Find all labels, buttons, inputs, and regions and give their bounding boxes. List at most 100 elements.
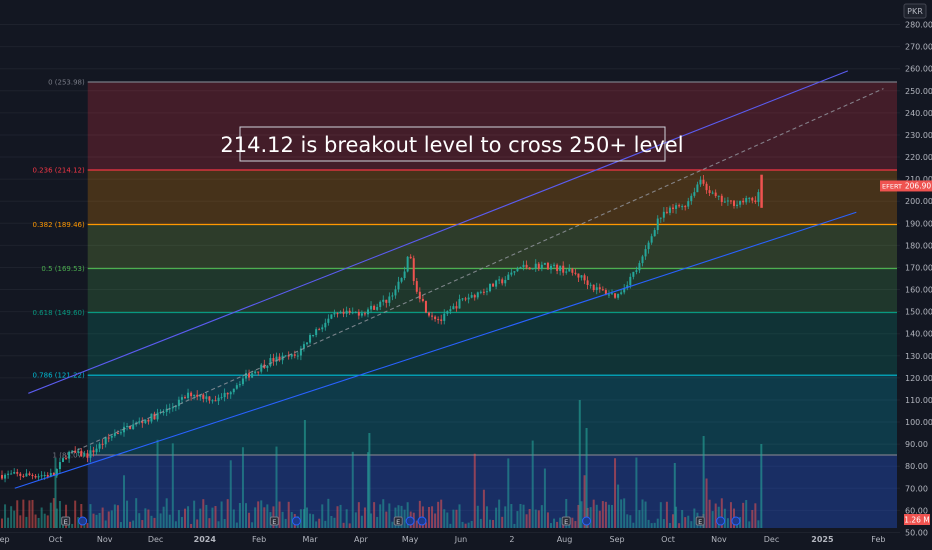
channel-line-middle[interactable] bbox=[70, 88, 884, 454]
candle-body bbox=[119, 432, 122, 434]
candle-body bbox=[412, 258, 415, 282]
candle-body bbox=[720, 195, 723, 202]
volume-bar bbox=[263, 507, 266, 528]
volume-bar bbox=[266, 504, 269, 528]
channel-line-lower[interactable] bbox=[14, 211, 857, 489]
candle-body bbox=[553, 264, 556, 266]
volume-bar bbox=[745, 500, 748, 528]
volume-bar bbox=[550, 523, 552, 528]
volume-bar bbox=[525, 514, 528, 528]
volume-bar bbox=[443, 509, 446, 528]
candle-body bbox=[19, 473, 22, 476]
candle-body bbox=[562, 265, 565, 273]
volume-bar bbox=[656, 518, 659, 528]
volume-bar bbox=[662, 519, 665, 528]
dividend-marker[interactable] bbox=[731, 516, 741, 526]
candle-body bbox=[403, 271, 406, 279]
candle-body bbox=[110, 435, 113, 438]
candle-body bbox=[254, 371, 257, 374]
candle-body bbox=[470, 295, 473, 298]
price-tick-label: 220.00 bbox=[905, 153, 932, 162]
volume-bar bbox=[537, 510, 540, 528]
candle-body bbox=[339, 311, 342, 314]
volume-bar bbox=[592, 499, 595, 528]
volume-bar bbox=[86, 523, 89, 528]
volume-bar bbox=[376, 516, 379, 528]
candle-body bbox=[229, 392, 232, 395]
volume-bar bbox=[22, 499, 25, 528]
volume-bar bbox=[49, 502, 52, 528]
candle-body bbox=[321, 327, 324, 330]
candle-body bbox=[394, 289, 397, 296]
regression-channel[interactable] bbox=[14, 70, 884, 489]
candle-body bbox=[31, 474, 34, 476]
candle-body bbox=[519, 267, 522, 269]
earnings-marker[interactable] bbox=[561, 516, 571, 526]
dividend-marker[interactable] bbox=[78, 516, 88, 526]
fib-retracement[interactable]: 0 (253.98) 0.236 (214.12) 0.382 (189.46) 0.… bbox=[32, 79, 897, 529]
volume-bar bbox=[229, 460, 232, 528]
volume-bar bbox=[720, 498, 723, 528]
volume-bar bbox=[595, 504, 598, 528]
earnings-marker-glyph: E bbox=[64, 518, 68, 526]
volume-bar bbox=[156, 439, 159, 528]
channel-line-upper[interactable] bbox=[28, 70, 849, 394]
candle-body bbox=[22, 475, 25, 477]
price-tick-label: 280.00 bbox=[905, 21, 932, 30]
candle-body bbox=[336, 313, 339, 315]
time-tick-label: Feb bbox=[252, 535, 266, 544]
currency-badge[interactable]: PKR bbox=[903, 3, 927, 19]
volume-bar bbox=[742, 502, 745, 528]
price-axis[interactable]: 50.00 60.00 70.00 80.00 90.00 100.00 110.00 120… bbox=[905, 21, 932, 538]
volume-bar bbox=[104, 520, 107, 528]
candle-body bbox=[568, 268, 571, 272]
candle-body bbox=[348, 310, 351, 313]
dividend-marker[interactable] bbox=[716, 516, 726, 526]
candle-body bbox=[620, 292, 623, 294]
volume-bar bbox=[223, 519, 226, 528]
candle-body bbox=[284, 355, 287, 357]
candle-body bbox=[635, 270, 638, 272]
time-axis[interactable]: ep Oct Nov Dec 2024 Feb Mar Apr May Jun 2 Aug Sep Oct… bbox=[0, 535, 885, 544]
volume-bar bbox=[241, 447, 244, 528]
earnings-marker[interactable] bbox=[269, 516, 279, 526]
candle-body bbox=[309, 335, 312, 343]
currency-badge-frame bbox=[903, 3, 927, 19]
price-tick-label: 110.00 bbox=[905, 396, 932, 405]
volume-bar bbox=[665, 501, 668, 528]
dividend-marker[interactable] bbox=[417, 516, 427, 526]
volume-bar bbox=[174, 521, 177, 528]
volume-bar bbox=[46, 515, 49, 528]
dividend-marker[interactable] bbox=[291, 516, 301, 526]
price-tick-label: 170.00 bbox=[905, 263, 932, 272]
price-tick-label: 240.00 bbox=[905, 109, 932, 118]
volume-bar bbox=[729, 502, 732, 528]
volume-bar bbox=[620, 499, 623, 528]
candle-body bbox=[382, 299, 385, 302]
volume-bar bbox=[534, 509, 537, 528]
candle-body bbox=[28, 473, 31, 475]
fib-level-label: 0.786 (121.22) bbox=[32, 372, 84, 380]
volume-tag-bg bbox=[904, 514, 930, 525]
volume-bar bbox=[80, 503, 83, 528]
time-tick-label: Dec bbox=[148, 535, 163, 544]
dividend-marker[interactable] bbox=[405, 516, 415, 526]
candle-body bbox=[510, 272, 513, 275]
annotation-box[interactable]: 214.12 is breakout level to cross 250+ l… bbox=[220, 126, 684, 162]
dividend-marker[interactable] bbox=[582, 516, 592, 526]
volume-bar bbox=[370, 513, 373, 528]
volume-tag: 1.26 M bbox=[904, 514, 930, 525]
earnings-marker[interactable] bbox=[61, 516, 71, 526]
volume-bar bbox=[583, 475, 586, 528]
price-tick-label: 180.00 bbox=[905, 241, 932, 250]
volume-bar bbox=[119, 522, 122, 528]
candle-body bbox=[729, 200, 732, 202]
volume-bar bbox=[604, 501, 607, 528]
earnings-marker[interactable] bbox=[695, 516, 705, 526]
earnings-marker[interactable] bbox=[393, 516, 403, 526]
time-tick-label: Oct bbox=[49, 535, 63, 544]
volume-spike bbox=[585, 428, 588, 528]
volume-bar bbox=[290, 512, 293, 528]
